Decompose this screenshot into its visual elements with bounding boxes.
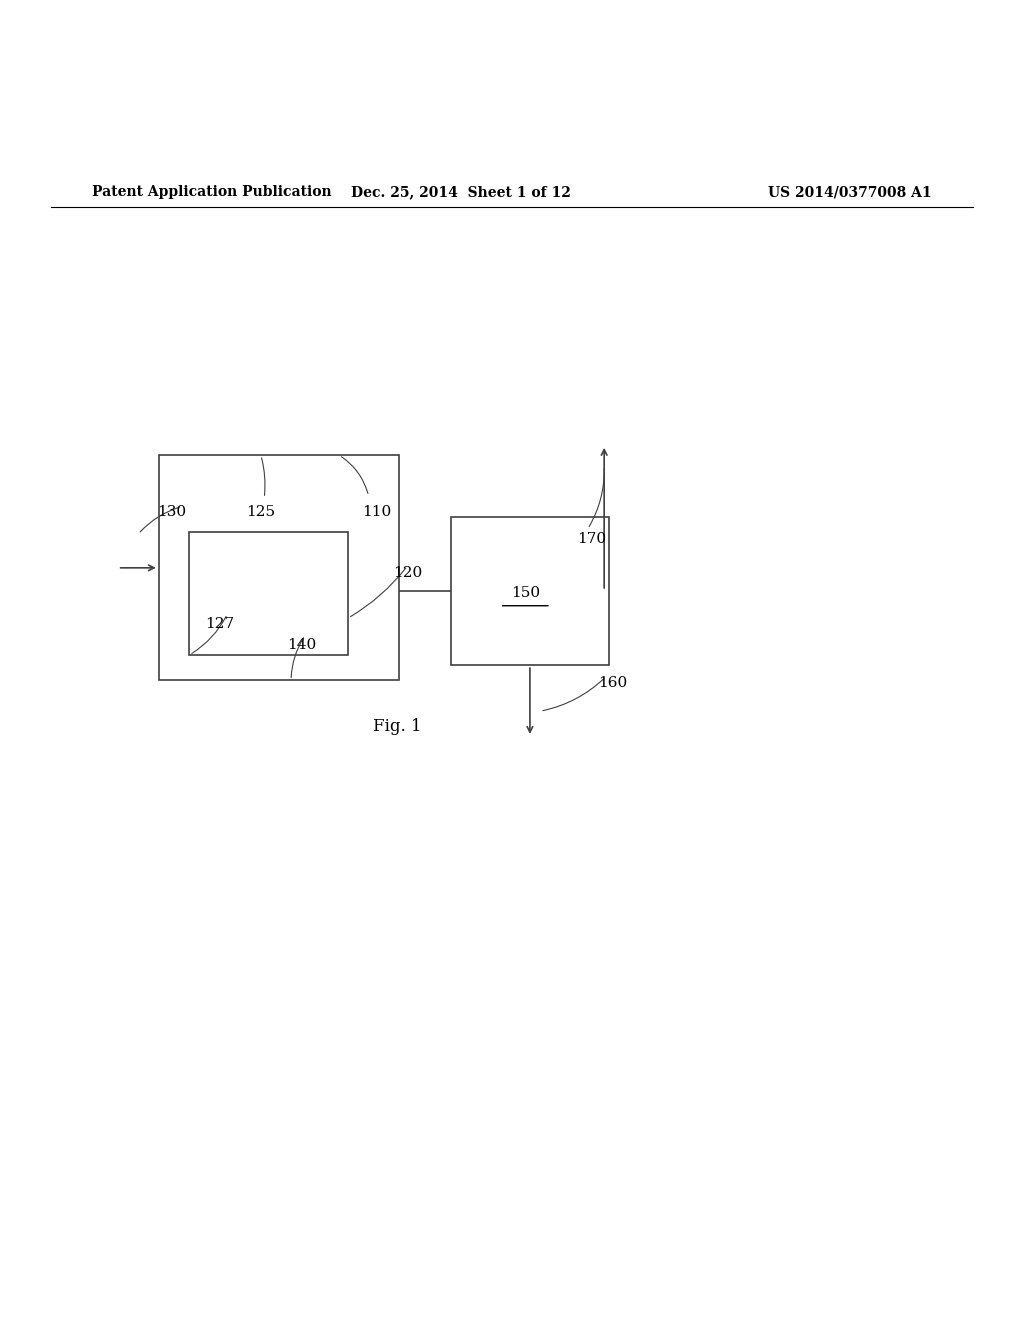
Text: Patent Application Publication: Patent Application Publication — [92, 185, 332, 199]
Bar — [451, 516, 609, 665]
Text: Dec. 25, 2014  Sheet 1 of 12: Dec. 25, 2014 Sheet 1 of 12 — [351, 185, 570, 199]
Text: 110: 110 — [362, 504, 391, 519]
Text: Fig. 1: Fig. 1 — [373, 718, 422, 735]
Text: 160: 160 — [598, 676, 627, 689]
Text: 130: 130 — [158, 504, 186, 519]
Text: 170: 170 — [578, 532, 606, 546]
Text: 125: 125 — [247, 504, 275, 519]
Text: US 2014/0377008 A1: US 2014/0377008 A1 — [768, 185, 932, 199]
Text: 150: 150 — [511, 586, 540, 601]
Text: 120: 120 — [393, 566, 422, 579]
Bar — [159, 455, 399, 681]
Bar — [189, 532, 348, 655]
Text: 127: 127 — [206, 618, 234, 631]
Text: 140: 140 — [288, 638, 316, 652]
